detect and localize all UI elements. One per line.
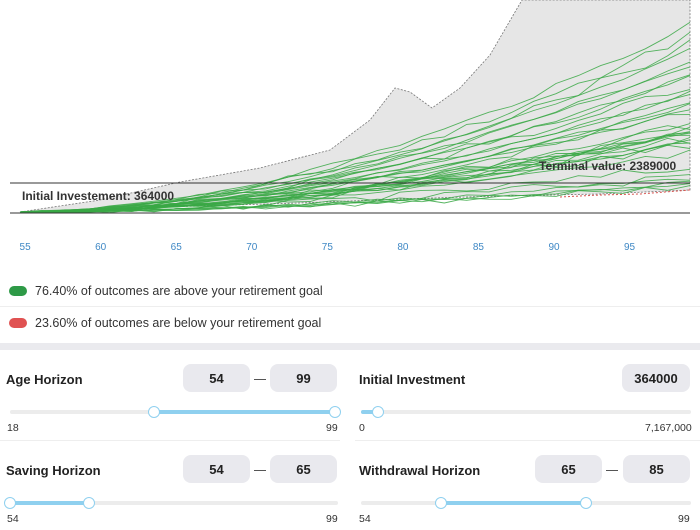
simulation-line — [19, 47, 691, 213]
x-tick-label: 65 — [171, 242, 183, 253]
simulation-line — [20, 74, 691, 213]
withdrawal-slider-max-handle[interactable] — [580, 497, 592, 509]
below-goal-swatch — [9, 317, 27, 328]
initial-investment-title: Initial Investment — [359, 372, 466, 387]
saving-horizon-panel: Saving Horizon 54 65 54 99 — [0, 440, 340, 530]
x-axis-ticks: 55 60 65 70 75 80 85 90 95 — [20, 242, 636, 253]
x-tick-label: 95 — [624, 242, 636, 253]
saving-slider-min-handle[interactable] — [4, 497, 16, 509]
investment-max-label: 7,167,000 — [645, 422, 692, 434]
age-max-label: 99 — [326, 422, 338, 434]
x-tick-label: 60 — [95, 242, 107, 253]
simulation-line — [19, 123, 691, 213]
age-slider-max-handle[interactable] — [329, 406, 341, 418]
saving-min-label: 54 — [7, 513, 19, 525]
x-tick-label: 75 — [322, 242, 334, 253]
withdrawal-slider-fill — [441, 501, 586, 505]
legend-below-text: 23.60% of outcomes are below your retire… — [35, 315, 322, 330]
simulation-lines — [19, 21, 691, 214]
age-from-input[interactable]: 54 — [183, 364, 250, 392]
x-tick-label: 90 — [548, 242, 560, 253]
x-tick-label: 70 — [246, 242, 258, 253]
simulation-line — [19, 168, 691, 213]
withdrawal-from-input[interactable]: 65 — [535, 455, 602, 483]
age-slider-fill — [153, 410, 335, 414]
terminal-value-label: Terminal value: 2389000 — [539, 159, 677, 173]
range-dash — [254, 379, 266, 380]
age-horizon-panel: Age Horizon 54 99 18 99 — [0, 350, 341, 440]
x-tick-label: 85 — [473, 242, 485, 253]
initial-investment-input[interactable]: 364000 — [622, 364, 690, 392]
saving-max-label: 99 — [326, 513, 338, 525]
legend: 76.40% of outcomes are above your retire… — [0, 275, 700, 338]
row-separator — [355, 440, 700, 441]
withdrawal-max-label: 99 — [678, 513, 690, 525]
below-goal-line — [559, 189, 691, 198]
simulation-line — [19, 93, 691, 213]
age-horizon-title: Age Horizon — [6, 372, 83, 387]
range-dash — [254, 470, 266, 471]
investment-slider-track[interactable] — [361, 410, 691, 414]
saving-horizon-title: Saving Horizon — [6, 463, 101, 478]
investment-min-label: 0 — [359, 422, 365, 434]
initial-investment-label: Initial Investement: 364000 — [22, 189, 174, 203]
withdrawal-to-input[interactable]: 85 — [623, 455, 690, 483]
row-separator — [0, 440, 340, 441]
withdrawal-horizon-title: Withdrawal Horizon — [359, 463, 481, 478]
saving-from-input[interactable]: 54 — [183, 455, 250, 483]
saving-slider-track[interactable] — [10, 501, 338, 505]
saving-slider-fill — [10, 501, 89, 505]
withdrawal-slider-min-handle[interactable] — [435, 497, 447, 509]
age-slider-min-handle[interactable] — [148, 406, 160, 418]
legend-above-text: 76.40% of outcomes are above your retire… — [35, 283, 323, 298]
age-to-input[interactable]: 99 — [270, 364, 337, 392]
saving-slider-max-handle[interactable] — [83, 497, 95, 509]
age-min-label: 18 — [7, 422, 19, 434]
saving-to-input[interactable]: 65 — [270, 455, 337, 483]
above-goal-swatch — [9, 285, 27, 296]
legend-below: 23.60% of outcomes are below your retire… — [0, 306, 700, 338]
simulation-line — [19, 88, 691, 214]
x-tick-label: 55 — [20, 242, 32, 253]
investment-slider-handle[interactable] — [372, 406, 384, 418]
simulation-line — [19, 31, 691, 213]
outcome-range-band — [19, 0, 691, 213]
range-dash — [606, 470, 618, 471]
legend-above: 76.40% of outcomes are above your retire… — [0, 275, 700, 306]
investment-slider-fill — [361, 410, 378, 414]
section-divider — [0, 343, 700, 350]
simulation-line — [19, 178, 691, 213]
simulation-line — [19, 185, 691, 214]
simulation-chart: Initial Investement: 364000 Terminal val… — [10, 0, 691, 253]
initial-investment-panel: Initial Investment 364000 0 7,167,000 — [355, 350, 700, 440]
withdrawal-horizon-panel: Withdrawal Horizon 65 85 54 99 — [355, 440, 700, 530]
withdrawal-min-label: 54 — [359, 513, 371, 525]
x-tick-label: 80 — [397, 242, 409, 253]
